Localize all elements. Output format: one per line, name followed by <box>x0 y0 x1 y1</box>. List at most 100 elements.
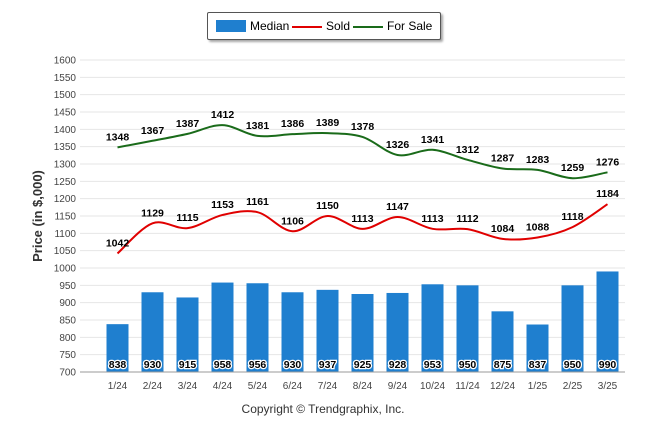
bar-median <box>526 324 549 372</box>
data-label-sold: 1113 <box>351 213 373 225</box>
gridlines <box>80 59 625 373</box>
bar-median <box>316 289 339 372</box>
data-label-for-sale: 1312 <box>456 144 480 156</box>
x-tick-label: 9/24 <box>388 381 408 392</box>
data-label-sold: 1150 <box>316 200 339 212</box>
median-bars <box>106 271 619 372</box>
y-tick-label: 1450 <box>54 108 77 119</box>
y-tick-label: 1350 <box>54 142 77 153</box>
data-label-median: 915 <box>179 359 197 371</box>
x-tick-label: 6/24 <box>283 381 303 392</box>
y-tick-label: 1000 <box>54 264 77 275</box>
bar-median <box>351 294 374 372</box>
data-label-median: 837 <box>529 359 547 371</box>
series-lines <box>116 124 609 255</box>
y-tick-label: 1400 <box>54 125 77 136</box>
bar-median <box>281 292 304 372</box>
data-label-for-sale: 1387 <box>176 118 200 130</box>
data-label-for-sale: 1389 <box>316 117 340 129</box>
y-tick-label: 1050 <box>54 246 77 257</box>
data-label-for-sale: 1276 <box>596 156 620 168</box>
bar-median <box>561 285 584 372</box>
data-label-median: 930 <box>284 359 302 371</box>
line-sold <box>116 203 609 255</box>
data-label-for-sale: 1378 <box>351 121 375 133</box>
data-label-sold: 1161 <box>246 196 269 208</box>
legend-line-sold <box>292 26 322 28</box>
data-label-median: 950 <box>564 359 582 371</box>
data-label-median: 930 <box>144 359 162 371</box>
y-tick-label: 1150 <box>54 212 76 223</box>
y-tick-label: 850 <box>59 316 76 327</box>
y-tick-label: 1600 <box>54 56 77 67</box>
y-tick-label: 1500 <box>54 90 77 101</box>
data-label-sold: 1112 <box>456 213 478 225</box>
x-tick-label: 2/24 <box>143 381 163 392</box>
data-label-sold: 1153 <box>211 199 234 211</box>
x-tick-label: 3/25 <box>598 381 618 392</box>
data-label-for-sale: 1412 <box>211 109 235 121</box>
data-label-median: 928 <box>389 359 407 371</box>
legend-label-sold: Sold <box>326 19 351 33</box>
data-label-median: 950 <box>459 359 477 371</box>
data-label-for-sale: 1341 <box>421 134 445 146</box>
data-label-for-sale: 1283 <box>526 154 550 166</box>
x-tick-label: 10/24 <box>420 381 445 392</box>
bar-median <box>456 285 479 372</box>
y-tick-label: 1550 <box>54 73 77 84</box>
data-label-sold: 1106 <box>281 215 304 227</box>
data-label-median: 953 <box>424 359 442 371</box>
data-label-for-sale: 1326 <box>386 139 410 151</box>
legend-label-for-sale: For Sale <box>387 19 433 33</box>
data-label-sold: 1115 <box>176 212 198 224</box>
bar-median <box>596 271 619 372</box>
legend-swatch-median <box>216 20 246 32</box>
data-label-sold: 1129 <box>141 207 164 219</box>
data-label-median: 937 <box>319 359 337 371</box>
x-tick-label: 1/25 <box>528 381 548 392</box>
bar-median <box>491 311 514 372</box>
data-label-for-sale: 1367 <box>141 125 165 137</box>
data-label-median: 875 <box>494 359 512 371</box>
data-label-median: 958 <box>214 359 232 371</box>
data-label-sold: 1088 <box>526 221 550 233</box>
legend: Median Sold For Sale <box>207 12 441 40</box>
y-tick-label: 1300 <box>54 160 77 171</box>
y-tick-label: 1100 <box>54 229 76 240</box>
data-label-sold: 1042 <box>106 237 130 249</box>
line-for-sale <box>117 124 608 180</box>
y-axis: 700 750 800 850 900 950 1000 1050 1100 1150 1200 12… <box>54 56 77 379</box>
y-tick-label: 1250 <box>54 177 77 188</box>
data-label-median: 838 <box>109 359 127 371</box>
x-tick-label: 3/24 <box>178 381 198 392</box>
data-label-for-sale: 1386 <box>281 118 305 130</box>
bar-median <box>246 283 269 372</box>
bar-median <box>141 292 164 372</box>
data-label-sold: 1118 <box>561 211 583 223</box>
y-tick-label: 950 <box>59 281 76 292</box>
bar-median <box>386 292 409 372</box>
bar-median <box>211 282 234 372</box>
x-axis: 1/24 2/24 3/24 4/24 5/24 6/24 7/24 8/24 9/24 10/2… <box>80 371 625 392</box>
data-label-sold: 1184 <box>596 188 619 200</box>
x-tick-label: 7/24 <box>318 381 338 392</box>
x-tick-label: 1/24 <box>108 381 128 392</box>
data-label-for-sale: 1287 <box>491 153 515 165</box>
data-label-sold: 1084 <box>491 223 515 235</box>
bar-median <box>106 324 129 372</box>
x-tick-label: 8/24 <box>353 381 373 392</box>
data-label-sold: 1147 <box>386 201 409 213</box>
y-tick-label: 800 <box>59 333 76 344</box>
y-tick-label: 1200 <box>54 194 77 205</box>
data-label-median: 925 <box>354 359 372 371</box>
bar-median <box>176 297 199 372</box>
x-tick-label: 12/24 <box>490 381 515 392</box>
bar-median <box>421 284 444 372</box>
data-label-median: 990 <box>599 359 617 371</box>
x-tick-label: 4/24 <box>213 381 233 392</box>
y-tick-label: 900 <box>59 298 76 309</box>
legend-line-for-sale <box>353 26 383 28</box>
data-label-for-sale: 1348 <box>106 131 130 143</box>
data-label-for-sale: 1259 <box>561 162 585 174</box>
